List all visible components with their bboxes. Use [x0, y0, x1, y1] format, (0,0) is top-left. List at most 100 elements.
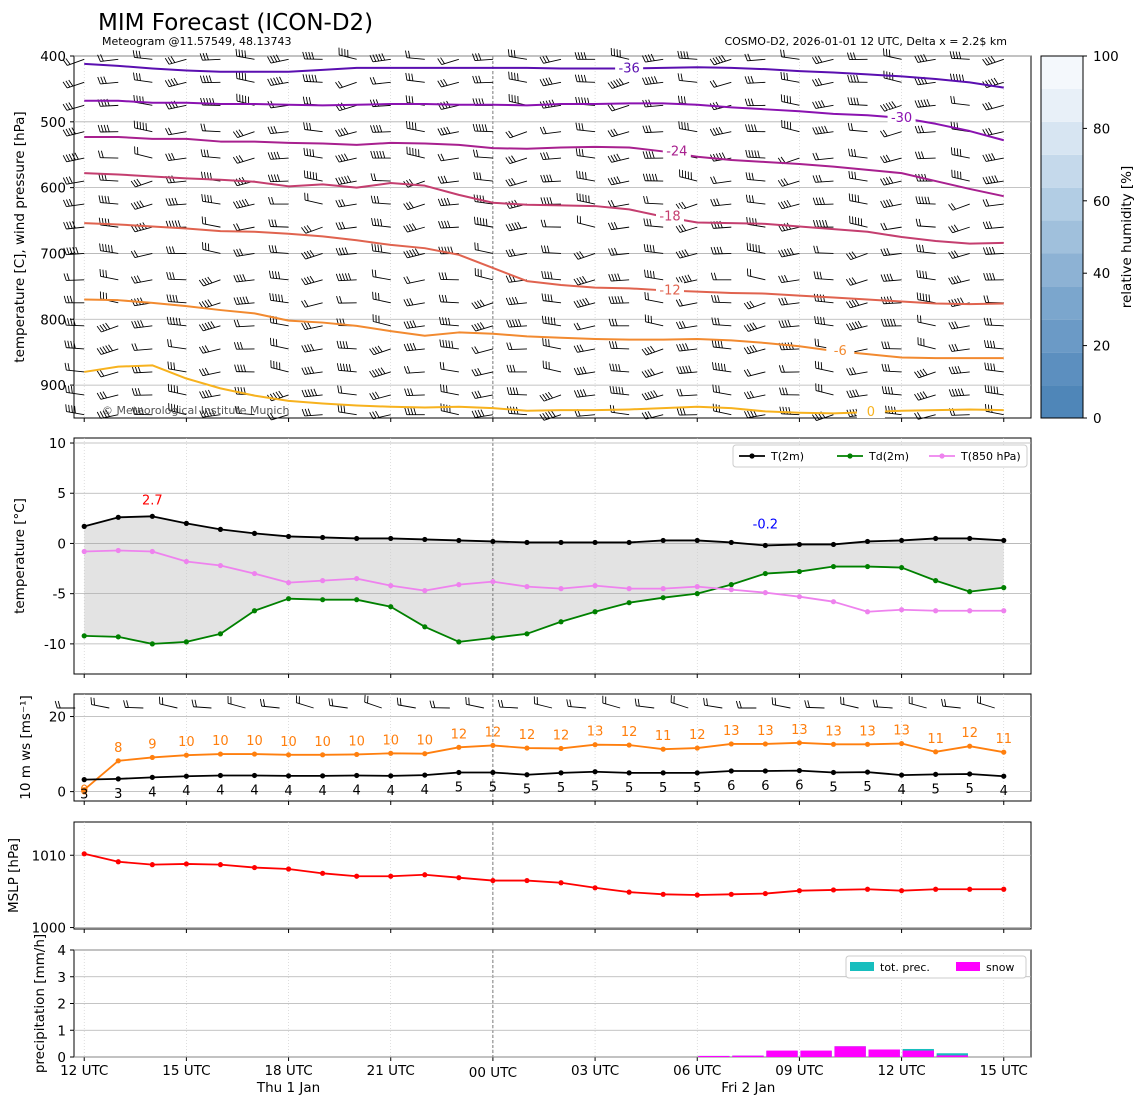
barb-feather: [804, 700, 807, 708]
barb-feather: [754, 150, 757, 158]
series-point: [251, 570, 258, 577]
wind-barb: [164, 77, 187, 88]
barb-feather: [539, 79, 544, 86]
barb-feather: [781, 297, 785, 305]
barb-feather: [749, 243, 752, 251]
barb-feather: [780, 49, 783, 57]
barb-feather: [65, 154, 70, 162]
barb-feather: [407, 388, 411, 396]
series-point: [1001, 773, 1007, 779]
barb-feather: [440, 176, 445, 184]
series-point: [694, 584, 700, 590]
wind-barb: [607, 176, 630, 186]
wind-barb: [131, 343, 153, 351]
model-run-info: COSMO-D2, 2026-01-01 12 UTC, Delta x = 2…: [724, 35, 1007, 48]
series-point: [728, 539, 734, 546]
wind-barb: [743, 300, 766, 310]
barb-feather: [743, 347, 749, 355]
barb-feather: [641, 393, 647, 401]
barb-feather: [374, 369, 380, 376]
wind-barb: [98, 195, 119, 205]
series-point: [762, 570, 768, 577]
barb-feather: [235, 200, 241, 208]
barb-feather: [177, 220, 181, 228]
barb-feather: [104, 195, 107, 204]
barb-feather: [547, 391, 553, 399]
wind-barb: [267, 174, 289, 183]
series-point: [183, 520, 189, 526]
wind-barb: [167, 383, 187, 396]
barb-feather: [335, 177, 340, 185]
wind-barb: [777, 199, 800, 210]
barb-feather: [233, 297, 237, 305]
barb-feather: [347, 273, 352, 281]
barb-feather: [880, 200, 885, 208]
barb-feather: [679, 343, 683, 351]
barb-feather: [341, 176, 346, 184]
series-point: [320, 752, 326, 758]
barb-feather: [585, 172, 587, 180]
barb-feather: [748, 172, 751, 180]
barb-feather: [958, 74, 962, 82]
barb-feather: [414, 248, 420, 256]
barb-feather: [233, 342, 237, 350]
barb-feather: [512, 319, 516, 327]
wind-barb: [609, 385, 630, 396]
wind-barb: [301, 366, 323, 375]
barb-feather: [758, 245, 760, 253]
wind-barb: [505, 130, 528, 139]
time-axis: 12 UTC 15 UTC 18 UTC 21 UTC 00 UTC 03 UTC 06 U…: [60, 1063, 1028, 1096]
barb-feather: [751, 172, 754, 181]
barb-feather: [585, 194, 587, 203]
barb-feather: [65, 103, 71, 110]
barb-feather: [992, 340, 996, 349]
barb-feather: [205, 75, 209, 83]
barb-feather: [717, 362, 720, 371]
barb-feather: [854, 194, 857, 202]
barb-feather: [202, 75, 206, 83]
barb-feather: [477, 300, 482, 307]
barb-feather: [375, 391, 380, 399]
barb-feather: [951, 299, 956, 307]
y-tick-label: 3: [57, 970, 66, 986]
barb-feather: [339, 340, 343, 349]
barb-feather: [338, 222, 343, 230]
series-point: [149, 548, 155, 555]
barb-feather: [774, 697, 777, 706]
series-point: [864, 741, 871, 747]
barb-feather: [721, 54, 726, 62]
wind-barb: [849, 215, 868, 228]
barb-feather: [508, 178, 513, 186]
series-point: [422, 536, 428, 543]
barb-feather: [202, 390, 207, 398]
series-point: [898, 607, 905, 613]
series-point: [762, 890, 768, 897]
barb-feather: [580, 52, 584, 60]
barb-feather: [335, 129, 340, 137]
barb-feather: [99, 347, 105, 354]
wind-barb: [370, 124, 391, 133]
barb-feather: [616, 153, 621, 161]
barb-feather: [778, 320, 782, 328]
barb-feather: [267, 78, 272, 86]
legend-marker: [939, 453, 945, 459]
wind-barb: [474, 268, 494, 281]
barb-staff: [440, 368, 459, 373]
barb-feather: [267, 152, 272, 160]
barb-feather: [953, 96, 956, 104]
series-point: [115, 758, 121, 764]
barb-feather: [680, 96, 683, 104]
series-point: [320, 534, 326, 541]
barb-feather: [990, 55, 996, 63]
barb-staff: [747, 81, 766, 84]
y-axis-label: 10 m ws [ms⁻¹]: [18, 695, 34, 800]
barb-feather: [812, 79, 817, 87]
barb-feather: [746, 391, 752, 399]
wind-barb: [670, 695, 689, 709]
barb-feather: [438, 221, 442, 229]
wind-barb: [848, 148, 868, 159]
series-point: [285, 580, 292, 586]
barb-feather: [610, 155, 615, 162]
barb-feather: [949, 73, 953, 81]
